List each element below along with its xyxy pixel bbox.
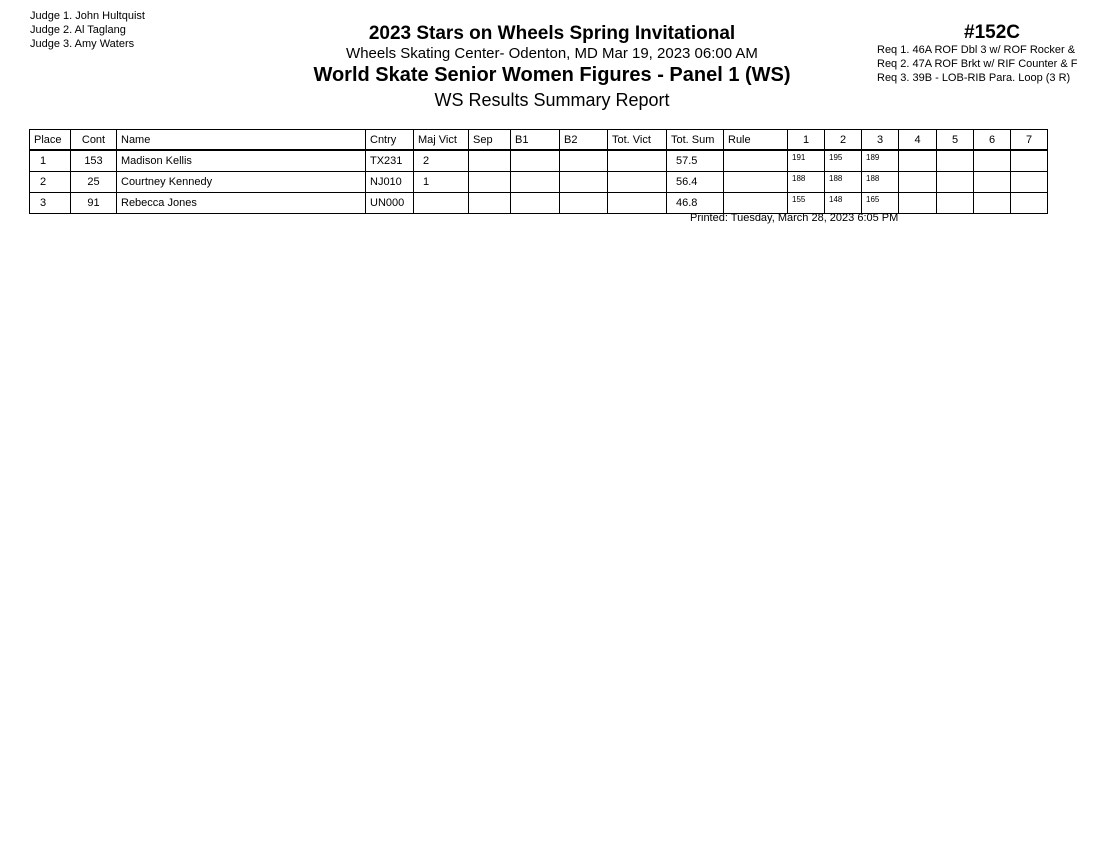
table-row: 3 91 Rebecca Jones UN000 46.8 155 148 165 [29,192,1048,214]
table-cell [468,171,511,193]
table-cell: 191 [787,149,825,172]
column-header: 4 [898,129,937,151]
table-cell: 2 [29,171,71,193]
table-cell [559,149,608,172]
table-cell: Courtney Kennedy [116,171,366,193]
column-header: Name [116,129,366,151]
column-header: Tot. Sum [666,129,724,151]
table-cell [723,171,788,193]
table-cell [898,192,937,214]
table-cell [936,192,974,214]
table-cell [510,171,560,193]
column-header: 5 [936,129,974,151]
judges-list: Judge 1. John Hultquist Judge 2. Al Tagl… [30,9,145,51]
table-cell [898,171,937,193]
table-cell: 188 [787,171,825,193]
table-cell [510,192,560,214]
table-cell [607,171,667,193]
requirement-3: Req 3. 39B - LOB-RIB Para. Loop (3 R) [877,72,1071,84]
table-cell [973,192,1011,214]
table-cell: 25 [70,171,117,193]
table-cell: 165 [861,192,899,214]
column-header: Maj Vict [413,129,469,151]
column-header: 7 [1010,129,1048,151]
table-cell [898,149,937,172]
table-cell: UN000 [365,192,414,214]
column-header: 6 [973,129,1011,151]
column-header: Cntry [365,129,414,151]
column-header: Rule [723,129,788,151]
judge-3: Judge 3. Amy Waters [30,38,135,50]
table-cell [723,149,788,172]
table-cell [607,192,667,214]
table-cell [413,192,469,214]
table-row: 1 153 Madison Kellis TX231 2 57.5 191 195 189 [29,149,1048,172]
table-cell [607,149,667,172]
table-cell: Rebecca Jones [116,192,366,214]
table-cell: 2 [413,149,469,172]
column-header: B1 [510,129,560,151]
event-title: World Skate Senior Women Figures - Panel… [313,64,791,86]
table-cell [559,192,608,214]
results-table: Place Cont Name Cntry Maj Vict Sep B1 B2 Tot. Vi… [29,129,1048,214]
table-cell: 188 [824,171,862,193]
table-cell: 148 [824,192,862,214]
table-cell [973,171,1011,193]
table-cell: Madison Kellis [116,149,366,172]
table-cell: 46.8 [666,192,724,214]
column-header: Tot. Vict [607,129,667,151]
table-cell: TX231 [365,149,414,172]
table-cell [936,149,974,172]
table-cell: 57.5 [666,149,724,172]
judge-2: Judge 2. Al Taglang [30,24,126,36]
report-title: WS Results Summary Report [434,90,670,110]
table-cell [1010,171,1048,193]
table-cell [559,171,608,193]
column-header: Sep [468,129,511,151]
competition-title: 2023 Stars on Wheels Spring Invitational [368,23,736,44]
table-cell: 153 [70,149,117,172]
table-cell: 1 [413,171,469,193]
column-header: 3 [861,129,899,151]
table-cell [723,192,788,214]
table-cell: 188 [861,171,899,193]
venue-date: Wheels Skating Center- Odenton, MD Mar 1… [346,45,758,62]
requirements-list: Req 1. 46A ROF Dbl 3 w/ ROF Rocker & Req… [877,43,1078,85]
printed-timestamp: Printed: Tuesday, March 28, 2023 6:05 PM [690,212,899,224]
table-cell: 91 [70,192,117,214]
table-cell: 195 [824,149,862,172]
judge-1: Judge 1. John Hultquist [30,10,145,22]
table-cell [1010,192,1048,214]
table-cell [468,149,511,172]
table-cell [936,171,974,193]
table-cell: 189 [861,149,899,172]
column-header: B2 [559,129,608,151]
header-row: Place Cont Name Cntry Maj Vict Sep B1 B2 Tot. Vi… [29,129,1048,151]
table-cell: 3 [29,192,71,214]
table-row: 2 25 Courtney Kennedy NJ010 1 56.4 188 188 188 [29,171,1048,193]
table-cell: 56.4 [666,171,724,193]
table-cell: NJ010 [365,171,414,193]
event-number: #152C [964,22,1020,43]
column-header: Place [29,129,71,151]
column-header: 2 [824,129,862,151]
table-cell: 155 [787,192,825,214]
column-header: Cont [70,129,117,151]
requirement-1: Req 1. 46A ROF Dbl 3 w/ ROF Rocker & [877,44,1076,56]
requirement-2: Req 2. 47A ROF Brkt w/ RIF Counter & F [877,58,1078,70]
table-cell [510,149,560,172]
table-cell [973,149,1011,172]
column-header: 1 [787,129,825,151]
table-cell [468,192,511,214]
table-cell: 1 [29,149,71,172]
table-cell [1010,149,1048,172]
